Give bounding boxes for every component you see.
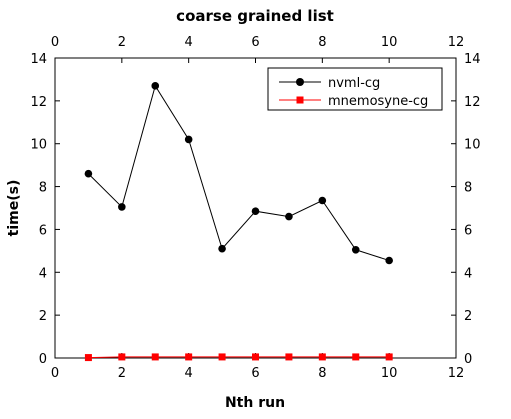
y-tick-label-right: 12 — [464, 95, 481, 110]
point-mnemosyne-cg — [118, 353, 126, 361]
y-tick-label-left: 2 — [39, 309, 47, 324]
point-nvml-cg — [184, 135, 193, 144]
point-mnemosyne-cg — [285, 353, 293, 361]
point-mnemosyne-cg — [385, 353, 393, 361]
y-tick-label-right: 4 — [464, 266, 472, 281]
x-tick-label-bottom: 6 — [251, 366, 259, 381]
legend-marker-mnemosyne-cg — [296, 96, 304, 104]
x-tick-label-bottom: 8 — [318, 366, 326, 381]
y-tick-label-right: 0 — [464, 352, 472, 367]
x-tick-label-top: 6 — [251, 35, 259, 50]
point-mnemosyne-cg — [252, 353, 259, 361]
legend: nvml-cg mnemosyne-cg — [267, 67, 443, 111]
point-mnemosyne-cg — [218, 353, 226, 361]
y-tick-label-right: 10 — [464, 138, 481, 153]
point-nvml-cg — [151, 82, 160, 90]
point-nvml-cg — [251, 207, 260, 216]
series-line-nvml-cg — [88, 84, 390, 261]
series-line-mnemosyne-cg — [88, 356, 390, 359]
legend-label-mnemosyne-cg: mnemosyne-cg — [328, 94, 428, 109]
point-nvml-cg — [118, 203, 126, 211]
x-tick-label-bottom: 12 — [448, 366, 465, 381]
point-nvml-cg — [351, 245, 360, 254]
y-tick-label-left: 6 — [39, 223, 47, 238]
y-axis-title: time(s) — [6, 180, 22, 237]
x-axis-title: Nth run — [225, 395, 285, 411]
point-nvml-cg — [285, 212, 293, 221]
point-mnemosyne-cg — [352, 353, 360, 361]
y-tick-label-right: 14 — [464, 52, 481, 67]
point-nvml-cg — [318, 196, 327, 205]
y-tick-label-left: 14 — [30, 52, 47, 67]
y-tick-label-left: 10 — [30, 138, 47, 153]
x-tick-label-top: 10 — [381, 35, 398, 50]
point-mnemosyne-cg — [151, 353, 159, 361]
chart-title: coarse grained list — [176, 7, 334, 25]
x-tick-label-top: 12 — [448, 35, 465, 50]
x-tick-label-top: 4 — [185, 35, 193, 50]
legend-label-nvml-cg: nvml-cg — [328, 76, 380, 91]
y-tick-label-right: 8 — [464, 181, 472, 196]
x-tick-label-bottom: 10 — [381, 366, 398, 381]
x-tick-label-top: 0 — [51, 35, 59, 50]
x-tick-label-top: 8 — [318, 35, 326, 50]
y-tick-label-left: 0 — [39, 352, 47, 367]
y-tick-label-left: 12 — [30, 95, 47, 110]
y-tick-label-right: 2 — [464, 309, 472, 324]
series — [84, 82, 393, 362]
point-nvml-cg — [84, 169, 93, 178]
point-mnemosyne-cg — [318, 353, 326, 361]
y-tick-label-left: 8 — [39, 181, 47, 196]
legend-marker-nvml-cg — [296, 78, 304, 86]
x-tick-label-bottom: 4 — [185, 366, 193, 381]
point-mnemosyne-cg — [84, 354, 92, 362]
x-tick-label-bottom: 2 — [118, 366, 126, 381]
x-tick-label-top: 2 — [118, 35, 126, 50]
point-nvml-cg — [218, 244, 226, 253]
point-mnemosyne-cg — [185, 353, 193, 361]
y-tick-label-left: 4 — [39, 266, 47, 281]
y-tick-label-right: 6 — [464, 223, 472, 238]
point-nvml-cg — [385, 256, 393, 265]
x-tick-label-bottom: 0 — [51, 366, 59, 381]
